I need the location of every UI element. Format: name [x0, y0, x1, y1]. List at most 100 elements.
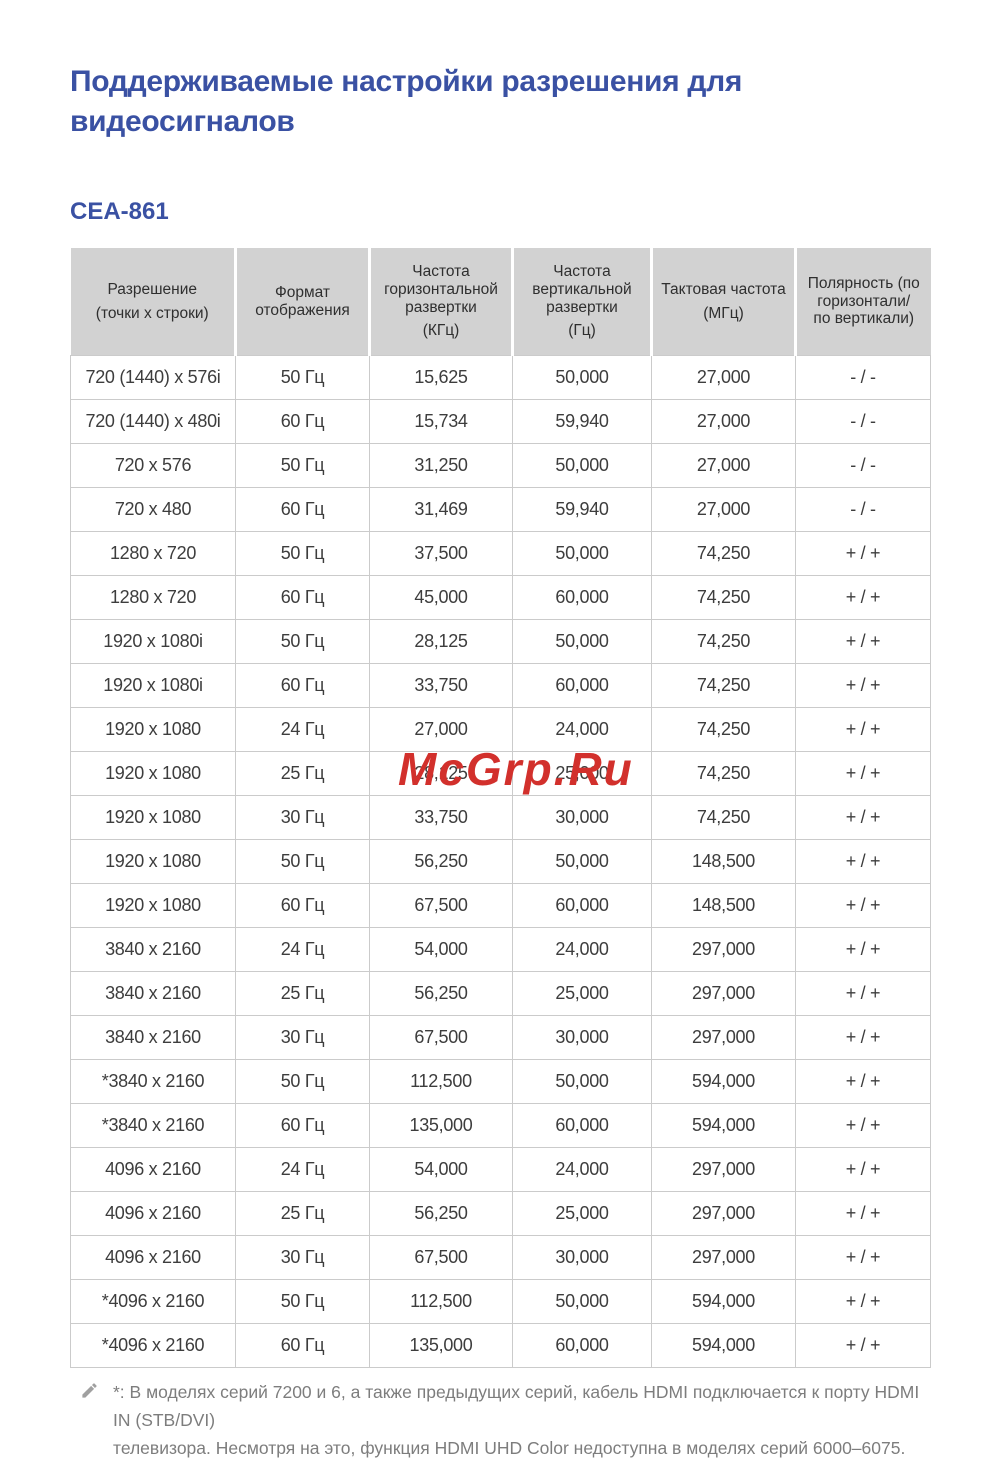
- table-cell: - / -: [795, 487, 931, 532]
- table-row: 1920 x 1080 50 Гц 56,250 50,000 148,500 + / +: [70, 839, 931, 884]
- table-cell: 15,625: [369, 355, 513, 400]
- table-cell: 1920 x 1080: [70, 839, 236, 884]
- table-cell: 60,000: [512, 1103, 652, 1148]
- table-cell: 25 Гц: [235, 1191, 370, 1236]
- table-row: 720 (1440) x 576i 50 Гц 15,625 50,000 27,000…: [70, 355, 931, 400]
- table-cell: + / +: [795, 1235, 931, 1280]
- table-row: 1920 x 1080 24 Гц 27,000 24,000 74,250 + / +: [70, 707, 931, 752]
- table-row: 4096 x 2160 25 Гц 56,250 25,000 297,000 + / +: [70, 1191, 931, 1236]
- table-cell: 27,000: [651, 487, 796, 532]
- table-cell: 1920 x 1080: [70, 883, 236, 928]
- table-cell: 4096 x 2160: [70, 1191, 236, 1236]
- table-cell: 60,000: [512, 883, 652, 928]
- table-row: *4096 x 2160 50 Гц 112,500 50,000 594,000 + /…: [70, 1279, 931, 1324]
- table-cell: 1280 x 720: [70, 531, 236, 576]
- table-cell: 60,000: [512, 663, 652, 708]
- table-cell: 50 Гц: [235, 531, 370, 576]
- table-cell: 24,000: [512, 1147, 652, 1192]
- table-cell: 25 Гц: [235, 971, 370, 1016]
- table-cell: 37,500: [369, 531, 513, 576]
- table-row: 720 x 576 50 Гц 31,250 50,000 27,000- / -: [70, 443, 931, 488]
- table-row: 3840 x 2160 25 Гц 56,250 25,000 297,000 + / +: [70, 971, 931, 1016]
- table-cell: 1920 x 1080: [70, 795, 236, 840]
- column-header-vertical-frequency: Частота вертикальной развертки (Гц): [512, 248, 653, 356]
- table-cell: 297,000: [651, 1191, 796, 1236]
- table-row: 1920 x 1080i 50 Гц 28,125 50,000 74,250 + / +: [70, 619, 931, 664]
- table-cell: + / +: [795, 1279, 931, 1324]
- table-row: 1280 x 720 50 Гц 37,500 50,000 74,250 + / +: [70, 531, 931, 576]
- column-header-label: Полярность (по горизонтали/ по вертикали…: [807, 274, 920, 328]
- table-cell: + / +: [795, 1323, 931, 1368]
- table-row: 1920 x 1080i 60 Гц 33,750 60,000 74,250 + / +: [70, 663, 931, 708]
- table-row: 720 (1440) x 480i 60 Гц 15,734 59,940 27,000…: [70, 399, 931, 444]
- table-row: 1280 x 720 60 Гц 45,000 60,000 74,250 + / +: [70, 575, 931, 620]
- table-cell: 297,000: [651, 1015, 796, 1060]
- table-row: 3840 x 2160 30 Гц 67,500 30,000 297,000 + / +: [70, 1015, 931, 1060]
- table-cell: *4096 x 2160: [70, 1323, 236, 1368]
- column-header-horizontal-frequency: Частота горизонтальной развертки (КГц): [369, 248, 514, 356]
- pencil-icon: [80, 1381, 99, 1405]
- table-cell: 50 Гц: [235, 1279, 370, 1324]
- table-cell: 59,940: [512, 487, 652, 532]
- table-cell: + / +: [795, 927, 931, 972]
- table-row: 1920 x 1080 30 Гц 33,750 30,000 74,250 + / +: [70, 795, 931, 840]
- table-cell: 30 Гц: [235, 1235, 370, 1280]
- column-header-label: Разрешение: [107, 280, 197, 298]
- table-cell: 59,940: [512, 399, 652, 444]
- table-row: 1920 x 1080 60 Гц 67,500 60,000 148,500 + / +: [70, 883, 931, 928]
- table-cell: + / +: [795, 619, 931, 664]
- table-cell: + / +: [795, 971, 931, 1016]
- table-cell: 24,000: [512, 927, 652, 972]
- table-cell: + / +: [795, 751, 931, 796]
- table-cell: 74,250: [651, 707, 796, 752]
- table-cell: 54,000: [369, 1147, 513, 1192]
- table-cell: 74,250: [651, 531, 796, 576]
- table-cell: 60 Гц: [235, 487, 370, 532]
- table-cell: 50 Гц: [235, 619, 370, 664]
- table-cell: 3840 x 2160: [70, 927, 236, 972]
- table-cell: 74,250: [651, 751, 796, 796]
- table-cell: 27,000: [651, 443, 796, 488]
- table-cell: 4096 x 2160: [70, 1235, 236, 1280]
- table-cell: + / +: [795, 1103, 931, 1148]
- column-header-unit: (Гц): [568, 322, 596, 340]
- footnote-text: *: В моделях серий 7200 и 6, а также пре…: [113, 1382, 920, 1458]
- table-row: 720 x 480 60 Гц 31,469 59,940 27,000- / -: [70, 487, 931, 532]
- table-cell: 30 Гц: [235, 1015, 370, 1060]
- column-header-polarity: Полярность (по горизонтали/ по вертикали…: [795, 248, 931, 356]
- column-header-label: Формат отображения: [255, 283, 350, 319]
- table-cell: 297,000: [651, 971, 796, 1016]
- table-cell: 56,250: [369, 839, 513, 884]
- table-cell: 54,000: [369, 927, 513, 972]
- column-header-display-format: Формат отображения: [235, 248, 371, 356]
- table-cell: 60 Гц: [235, 575, 370, 620]
- table-cell: 1920 x 1080: [70, 751, 236, 796]
- table-cell: 60 Гц: [235, 1103, 370, 1148]
- column-header-label: Частота вертикальной развертки: [532, 262, 632, 316]
- table-cell: 31,250: [369, 443, 513, 488]
- table-cell: 112,500: [369, 1279, 513, 1324]
- table-cell: 28,125: [369, 619, 513, 664]
- table-row: 1920 x 1080 25 Гц 28,125 25,000 74,250 + / +: [70, 751, 931, 796]
- table-cell: 25,000: [512, 751, 652, 796]
- table-cell: 60 Гц: [235, 1323, 370, 1368]
- table-cell: 74,250: [651, 795, 796, 840]
- table-cell: + / +: [795, 1147, 931, 1192]
- table-cell: 24 Гц: [235, 1147, 370, 1192]
- table-cell: 25,000: [512, 971, 652, 1016]
- table-cell: 33,750: [369, 663, 513, 708]
- table-cell: 720 (1440) x 480i: [70, 399, 236, 444]
- table-cell: 56,250: [369, 971, 513, 1016]
- table-cell: 60 Гц: [235, 399, 370, 444]
- table-cell: + / +: [795, 531, 931, 576]
- table-cell: 50 Гц: [235, 1059, 370, 1104]
- table-cell: 594,000: [651, 1059, 796, 1104]
- footnote: *: В моделях серий 7200 и 6, а также пре…: [70, 1378, 930, 1462]
- table-cell: 594,000: [651, 1103, 796, 1148]
- table-cell: 24,000: [512, 707, 652, 752]
- table-header-row: Разрешение (точки x строки) Формат отобр…: [70, 248, 931, 356]
- table-row: 4096 x 2160 30 Гц 67,500 30,000 297,000 + / +: [70, 1235, 931, 1280]
- table-cell: 720 (1440) x 576i: [70, 355, 236, 400]
- table-cell: 67,500: [369, 1235, 513, 1280]
- document-page: Поддерживаемые настройки разрешения для …: [0, 62, 1000, 1462]
